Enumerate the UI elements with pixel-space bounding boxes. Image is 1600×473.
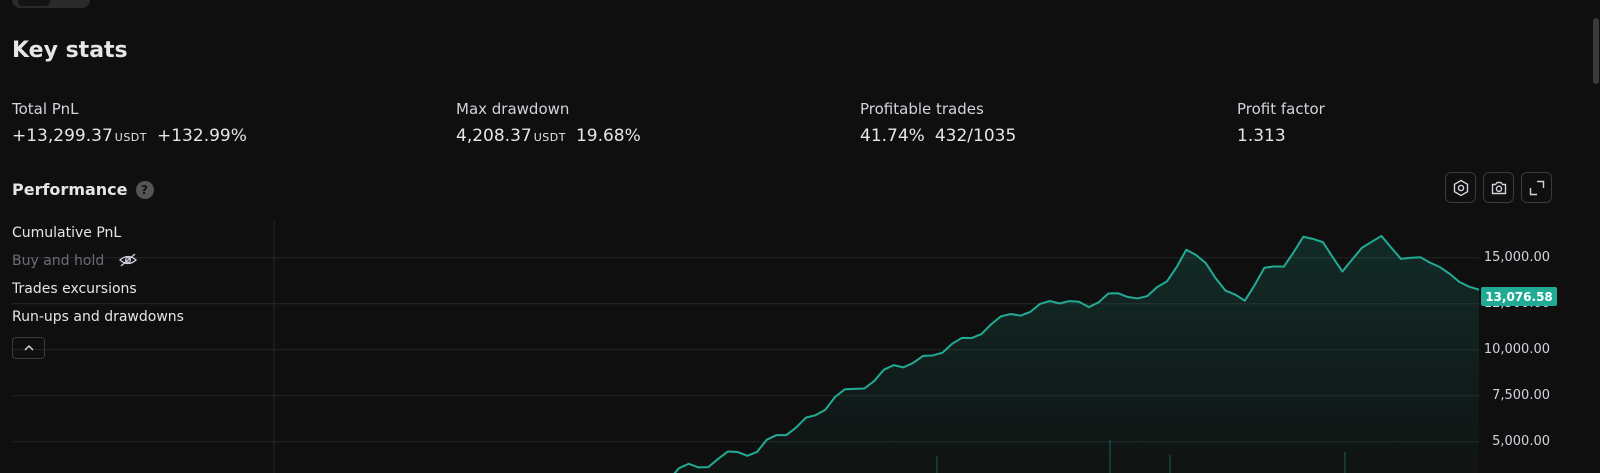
screenshot-button[interactable] <box>1483 172 1514 203</box>
stat-label: Profitable trades <box>860 100 984 118</box>
cumulative-pnl-line <box>673 234 1480 473</box>
legend-buy-and-hold[interactable]: Buy and hold <box>12 252 184 280</box>
legend-runups-drawdowns[interactable]: Run-ups and drawdowns <box>12 308 184 336</box>
legend-label: Run-ups and drawdowns <box>12 309 184 325</box>
toggle-knob <box>18 0 50 6</box>
profitable-percent: 41.74% <box>860 126 925 146</box>
legend-cumulative-pnl[interactable]: Cumulative PnL <box>12 224 184 252</box>
stat-label: Profit factor <box>1237 100 1325 118</box>
toggle-switch[interactable] <box>12 0 90 8</box>
last-value-badge: 13,076.58 <box>1481 287 1557 306</box>
currency-unit: USDT <box>533 131 566 144</box>
y-tick-label: 15,000.00 <box>1483 249 1550 265</box>
stat-label: Total PnL <box>12 100 79 118</box>
y-tick-label: 5,000.00 <box>1492 433 1550 449</box>
fullscreen-button[interactable] <box>1521 172 1552 203</box>
chart-legend: Cumulative PnL Buy and hold Trades excur… <box>12 224 184 336</box>
camera-icon <box>1491 181 1506 194</box>
settings-button[interactable] <box>1445 172 1476 203</box>
cumulative-pnl-area <box>640 235 1479 473</box>
help-icon[interactable]: ? <box>135 180 154 199</box>
total-pnl-percent: +132.99% <box>157 126 247 146</box>
stat-label: Max drawdown <box>456 100 570 118</box>
expand-icon <box>1529 180 1544 195</box>
chevron-up-icon <box>23 344 34 351</box>
total-pnl-amount: +13,299.37 <box>12 126 113 146</box>
trade-marks <box>936 440 1346 473</box>
stat-value: 4,208.37 USDT 19.68% <box>456 126 641 146</box>
stat-profit-factor: Profit factor 1.313 <box>1237 100 1325 146</box>
y-tick-label: 7,500.00 <box>1492 387 1550 403</box>
profit-factor-value: 1.313 <box>1237 126 1286 146</box>
stat-total-pnl: Total PnL +13,299.37 USDT +132.99% <box>12 100 247 146</box>
legend-label: Cumulative PnL <box>12 225 122 241</box>
performance-label: Performance <box>12 180 128 199</box>
stat-value: 41.74% 432/1035 <box>860 126 1016 146</box>
section-title: Key stats <box>12 38 128 63</box>
chart-grid <box>12 257 1479 443</box>
stat-value: +13,299.37 USDT +132.99% <box>12 126 247 146</box>
scrollbar[interactable] <box>1592 0 1600 473</box>
max-drawdown-amount: 4,208.37 <box>456 126 532 146</box>
legend-trades-excursions[interactable]: Trades excursions <box>12 280 184 308</box>
eye-off-icon[interactable] <box>118 252 138 273</box>
performance-title: Performance ? <box>12 180 154 199</box>
max-drawdown-percent: 19.68% <box>575 126 641 146</box>
y-tick-label: 10,000.00 <box>1483 341 1550 357</box>
settings-icon <box>1453 179 1468 196</box>
stat-max-drawdown: Max drawdown 4,208.37 USDT 19.68% <box>456 100 641 146</box>
legend-label: Trades excursions <box>12 281 137 297</box>
profitable-ratio: 432/1035 <box>934 126 1017 146</box>
collapse-legend-button[interactable] <box>12 337 45 359</box>
currency-unit: USDT <box>114 131 147 144</box>
stat-value: 1.313 <box>1237 126 1325 146</box>
legend-label: Buy and hold <box>12 253 105 269</box>
stat-profitable-trades: Profitable trades 41.74% 432/1035 <box>860 100 1016 146</box>
scrollbar-thumb[interactable] <box>1593 18 1599 84</box>
